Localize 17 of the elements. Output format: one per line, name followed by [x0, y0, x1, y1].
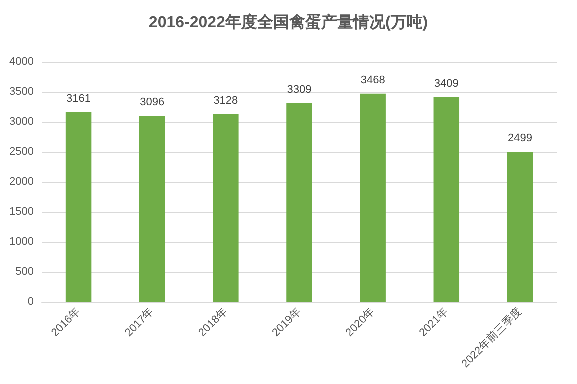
- y-tick-label: 0: [28, 296, 34, 308]
- y-tick-label: 500: [16, 266, 34, 278]
- chart-title: 2016-2022年度全国禽蛋产量情况(万吨): [148, 12, 428, 32]
- y-tick-label: 2500: [10, 146, 34, 158]
- data-label: 3128: [214, 94, 238, 107]
- y-tick-label: 3500: [10, 86, 34, 98]
- data-label: 3161: [66, 92, 92, 105]
- y-tick-label: 1000: [10, 236, 34, 248]
- y-tick-label: 2000: [10, 176, 34, 188]
- data-label: 3409: [434, 78, 459, 90]
- data-label: 3468: [360, 74, 386, 86]
- data-label: 3096: [140, 96, 165, 109]
- y-tick-label: 4000: [10, 56, 34, 68]
- y-tick-label: 1500: [10, 206, 34, 218]
- data-label: 2499: [508, 132, 532, 145]
- y-tick-label: 3000: [10, 116, 34, 128]
- data-label: 3309: [287, 84, 312, 96]
